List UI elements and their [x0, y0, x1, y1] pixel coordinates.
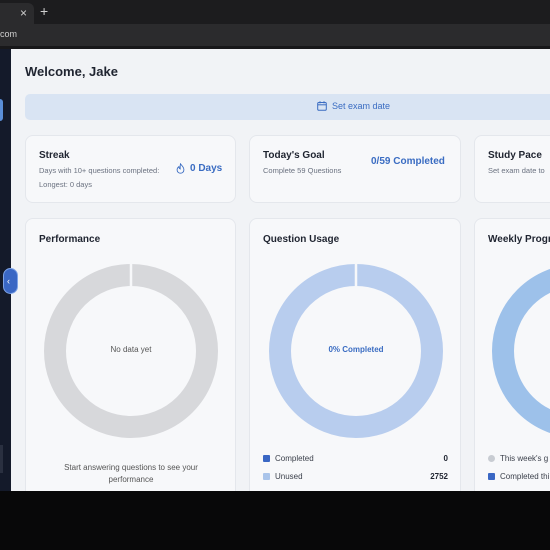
streak-days: 0 Days — [190, 163, 223, 174]
flame-icon — [176, 163, 185, 174]
dashboard-main: Welcome, Jake Set exam date Streak Days … — [11, 49, 550, 491]
browser-tab[interactable]: × — [0, 3, 34, 24]
streak-subtitle: Days with 10+ questions completed: — [39, 166, 160, 175]
goal-value: 0/59 Completed — [371, 156, 445, 167]
legend-completed: Completed 0 — [263, 454, 448, 464]
weekly-progress-card: Weekly Progr This week's g Completed thi — [474, 218, 550, 491]
chrome-divider — [0, 46, 550, 49]
usage-title: Question Usage — [263, 234, 340, 245]
streak-longest: Longest: 0 days — [39, 180, 92, 189]
legend-unused-label: Unused — [275, 472, 303, 481]
performance-title: Performance — [39, 234, 101, 245]
url-text[interactable]: com — [0, 29, 18, 39]
legend-weekly-completed-label: Completed thi — [500, 472, 550, 481]
study-pace-card: Study Pace Set exam date to — [474, 135, 550, 203]
legend-completed-value: 0 — [443, 454, 448, 463]
pace-title: Study Pace — [488, 150, 542, 161]
sidebar-active-item[interactable] — [0, 99, 3, 121]
goal-title: Today's Goal — [263, 150, 325, 161]
set-exam-date-label: Set exam date — [332, 101, 391, 111]
pace-subtitle: Set exam date to — [488, 166, 545, 175]
performance-empty-label: No data yet — [110, 345, 152, 354]
calendar-icon — [317, 101, 327, 111]
todays-goal-card: Today's Goal Complete 59 Questions 0/59 … — [249, 135, 461, 203]
usage-percent-label: 0% Completed — [328, 345, 384, 354]
page-title: Welcome, Jake — [25, 64, 118, 79]
question-usage-card: Question Usage 0% Completed Completed 0 … — [249, 218, 461, 491]
legend-completed-label: Completed — [275, 454, 314, 463]
performance-donut — [44, 263, 218, 438]
address-bar[interactable]: com — [0, 24, 550, 46]
streak-title: Streak — [39, 150, 70, 161]
sidebar-bottom-item[interactable] — [0, 445, 3, 473]
usage-donut — [269, 263, 443, 438]
weekly-goal-swatch — [488, 455, 495, 462]
set-exam-date-button[interactable]: Set exam date — [25, 94, 550, 120]
performance-card: Performance No data yet Start answering … — [25, 218, 236, 491]
goal-subtitle: Complete 59 Questions — [263, 166, 342, 175]
streak-value: 0 Days — [176, 163, 222, 174]
close-tab-icon[interactable]: × — [20, 6, 28, 20]
weekly-donut — [492, 268, 550, 434]
screen-bezel — [0, 491, 550, 550]
new-tab-icon[interactable]: + — [40, 3, 49, 19]
legend-weekly-goal: This week's g — [488, 454, 550, 464]
legend-unused: Unused 2752 — [263, 472, 448, 482]
legend-weekly-completed: Completed thi — [488, 472, 550, 482]
browser-tabstrip: × + — [0, 0, 550, 24]
sidebar-collapse-toggle[interactable]: ‹ — [3, 268, 18, 294]
weekly-completed-swatch — [488, 473, 495, 480]
unused-swatch — [263, 473, 270, 480]
legend-unused-value: 2752 — [430, 472, 448, 481]
performance-footer: Start answering questions to see your pe… — [64, 463, 198, 484]
chevron-left-icon: ‹ — [7, 276, 10, 286]
completed-swatch — [263, 455, 270, 462]
legend-weekly-goal-label: This week's g — [500, 454, 549, 463]
streak-card: Streak Days with 10+ questions completed… — [25, 135, 236, 203]
weekly-title: Weekly Progr — [488, 234, 550, 245]
